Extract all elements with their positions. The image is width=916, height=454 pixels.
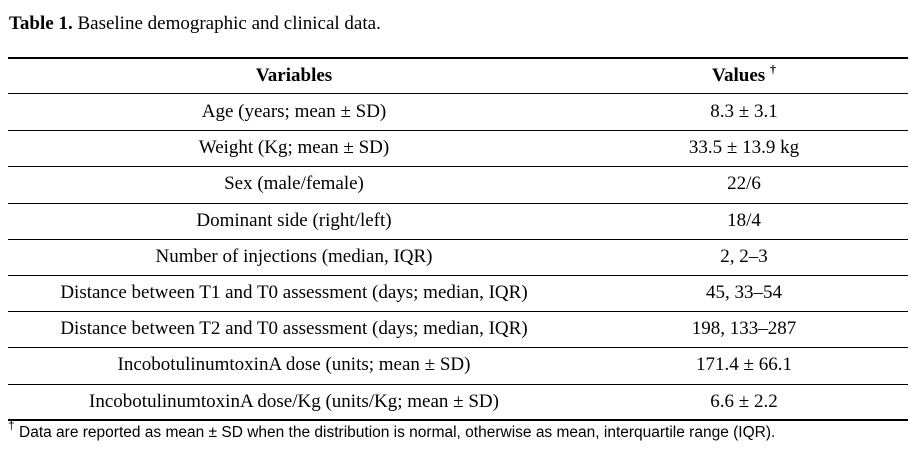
table-bottom-rule <box>8 419 908 421</box>
header-variables: Variables <box>255 64 333 86</box>
row-separator <box>8 347 908 348</box>
table-row: Dominant side (right/left) 18/4 <box>8 203 908 239</box>
table-top-rule <box>8 57 908 59</box>
value-cell: 6.6 ± 2.2 <box>710 391 778 412</box>
value-cell: 171.4 ± 66.1 <box>696 354 792 375</box>
table-row: Distance between T1 and T0 assessment (d… <box>8 275 908 311</box>
table-caption-label: Table 1. <box>9 13 73 34</box>
variable-cell: Dominant side (right/left) <box>196 210 392 231</box>
variable-cell: Number of injections (median, IQR) <box>155 246 433 267</box>
value-cell: 2, 2–3 <box>720 246 768 267</box>
row-separator <box>8 130 908 131</box>
row-separator <box>8 275 908 276</box>
header-values-label: Values <box>712 64 766 86</box>
header-values: Values † <box>580 61 908 87</box>
table-row: Distance between T2 and T0 assessment (d… <box>8 311 908 347</box>
table-row: IncobotulinumtoxinA dose/Kg (units/Kg; m… <box>8 384 908 420</box>
value-cell: 8.3 ± 3.1 <box>710 101 778 122</box>
table-caption: Table 1. Baseline demographic and clinic… <box>9 13 381 35</box>
footnote-mark: † <box>8 418 15 432</box>
value-cell: 22/6 <box>727 173 761 194</box>
row-separator <box>8 239 908 240</box>
variable-cell: Weight (Kg; mean ± SD) <box>198 137 390 158</box>
footnote-text: Data are reported as mean ± SD when the … <box>19 424 776 441</box>
table-caption-text: Baseline demographic and clinical data. <box>77 13 381 34</box>
variable-cell: Distance between T2 and T0 assessment (d… <box>60 318 528 339</box>
value-cell: 198, 133–287 <box>691 318 797 339</box>
table-header-rule <box>8 93 908 94</box>
table-header-row: Variables Values † <box>8 58 908 93</box>
header-values-mark: † <box>769 61 776 76</box>
value-cell: 45, 33–54 <box>706 282 782 303</box>
table-row: Sex (male/female) 22/6 <box>8 166 908 202</box>
variable-cell: Sex (male/female) <box>224 173 364 194</box>
variable-cell: Distance between T1 and T0 assessment (d… <box>60 282 528 303</box>
table-row: Weight (Kg; mean ± SD) 33.5 ± 13.9 kg <box>8 130 908 166</box>
row-separator <box>8 384 908 385</box>
table-row: Age (years; mean ± SD) 8.3 ± 3.1 <box>8 94 908 130</box>
variable-cell: IncobotulinumtoxinA dose (units; mean ± … <box>117 354 471 375</box>
value-cell: 33.5 ± 13.9 kg <box>688 137 800 158</box>
row-separator <box>8 311 908 312</box>
variable-cell: IncobotulinumtoxinA dose/Kg (units/Kg; m… <box>89 391 499 412</box>
variable-cell: Age (years; mean ± SD) <box>201 101 387 122</box>
table-row: IncobotulinumtoxinA dose (units; mean ± … <box>8 347 908 383</box>
table-footnote: † Data are reported as mean ± SD when th… <box>8 419 776 442</box>
table-row: Number of injections (median, IQR) 2, 2–3 <box>8 239 908 275</box>
row-separator <box>8 203 908 204</box>
row-separator <box>8 166 908 167</box>
value-cell: 18/4 <box>727 210 761 231</box>
